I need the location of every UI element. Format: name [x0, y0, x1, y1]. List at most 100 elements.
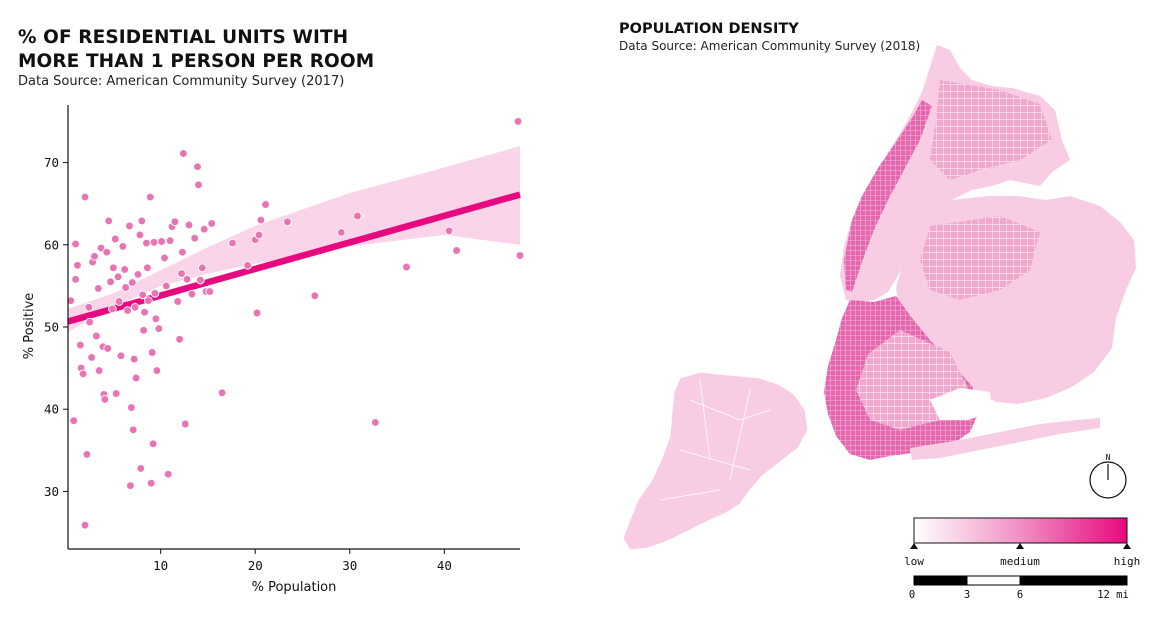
scatter-point — [114, 297, 124, 306]
scatter-point — [154, 324, 164, 333]
scatter-point — [207, 219, 217, 228]
scatter-point — [128, 425, 138, 435]
scatter-point — [139, 325, 148, 335]
scatter-point — [175, 334, 184, 344]
scatter-point — [165, 236, 175, 246]
map-title: POPULATION DENSITY — [619, 21, 799, 37]
scatter-point — [194, 180, 203, 190]
scatter-point — [187, 289, 197, 299]
scale-tick-6: 6 — [1017, 589, 1023, 601]
scatter-point — [205, 287, 215, 296]
scatter-point — [160, 253, 169, 263]
scatter-point — [92, 331, 101, 341]
scatter-point — [150, 288, 160, 298]
scale-tick-12: 12 mi — [1097, 589, 1129, 601]
scatter-point — [252, 308, 262, 318]
scatter-point — [402, 262, 411, 272]
scatter-point — [243, 260, 253, 270]
scatter-point — [108, 304, 117, 314]
scatter-point — [130, 302, 140, 312]
y-tick-label: 60 — [44, 237, 59, 252]
scatter-point — [513, 117, 523, 126]
scatter-point — [78, 369, 88, 379]
scatter-point — [199, 224, 209, 234]
staten-island-streets — [659, 379, 771, 501]
scatter-point — [143, 263, 152, 273]
scatter-point — [102, 247, 112, 257]
scatter-point — [149, 237, 159, 247]
scatter-point — [125, 221, 134, 231]
y-tick-label: 50 — [44, 320, 59, 335]
map-subtitle: Data Source: American Community Survey (… — [619, 39, 921, 53]
compass-north-label: N — [1106, 453, 1111, 462]
jamaica-bay-water — [930, 388, 992, 420]
scatter-point — [151, 314, 161, 324]
scatter-point — [196, 275, 205, 285]
density-legend: low medium high — [904, 517, 1140, 568]
chart-title-line-1: % OF RESIDENTIAL UNITS WITH — [18, 27, 349, 48]
scatter-chart: 30 40 50 60 70 10 20 30 40 % Population % Positi… — [22, 105, 525, 595]
scatter-point — [161, 281, 171, 291]
scatter-point — [140, 307, 149, 317]
bronx-block-area — [930, 80, 1052, 180]
x-tick-label: 10 — [153, 558, 168, 573]
scatter-point — [111, 389, 121, 398]
scatter-point — [71, 239, 80, 249]
scatter-point — [127, 278, 137, 287]
scatter-point — [71, 274, 80, 284]
scatter-point — [152, 366, 162, 375]
queens-block-area — [920, 216, 1040, 300]
scatter-point — [69, 416, 79, 426]
y-tick-label: 30 — [44, 484, 59, 499]
scatter-point — [137, 216, 147, 226]
scatter-point — [118, 242, 128, 251]
scatter-point — [142, 238, 151, 248]
chart-title-line-2: MORE THAN 1 PERSON PER ROOM — [18, 51, 375, 72]
scatter-point — [85, 317, 95, 327]
scatter-point — [515, 251, 525, 260]
scatter-point — [170, 217, 180, 227]
scatter-point — [190, 233, 200, 243]
scatter-point — [82, 450, 92, 459]
rockaway-shape — [910, 418, 1100, 460]
scatter-point — [144, 296, 153, 306]
scatter-point — [157, 237, 166, 246]
scatter-point — [173, 297, 183, 306]
scatter-point — [336, 228, 346, 237]
staten-island-shape — [622, 371, 809, 551]
scatter-point — [228, 238, 237, 248]
scatter-point — [80, 192, 90, 202]
legend-low-label: low — [904, 555, 924, 568]
x-tick-label: 20 — [248, 558, 263, 573]
map-panel: POPULATION DENSITY Data Source: American… — [600, 0, 1170, 619]
scatter-point — [184, 220, 194, 230]
scatter-point — [123, 306, 132, 315]
y-tick-label: 70 — [44, 155, 59, 170]
scatter-point — [217, 388, 227, 398]
scatter-point — [254, 230, 264, 240]
scatter-point — [178, 247, 187, 257]
scatter-point — [66, 296, 76, 306]
manhattan-dense-area — [844, 100, 932, 292]
x-axis-label: % Population — [252, 580, 337, 595]
scale-tick-0: 0 — [909, 589, 915, 601]
scatter-point — [116, 351, 126, 361]
scatter-panel: % OF RESIDENTIAL UNITS WITH MORE THAN 1 … — [0, 0, 540, 619]
scatter-point — [163, 469, 173, 479]
scatter-point — [145, 192, 155, 202]
scatter-point — [193, 162, 202, 172]
scatter-point — [127, 403, 136, 412]
scatter-point — [109, 263, 118, 273]
scatter-point — [353, 211, 362, 221]
scatter-point — [146, 478, 156, 488]
scatter-point — [133, 270, 143, 279]
scatter-point — [103, 344, 113, 353]
legend-medium-label: medium — [1000, 555, 1040, 568]
regression-line — [67, 191, 521, 325]
scatter-point — [136, 464, 146, 473]
scatter-point — [179, 149, 188, 158]
y-tick-label: 40 — [44, 402, 59, 417]
scatter-point — [147, 348, 157, 357]
y-axis-label: % Positive — [22, 293, 37, 360]
scatter-point — [94, 366, 104, 375]
